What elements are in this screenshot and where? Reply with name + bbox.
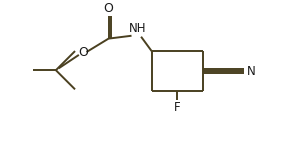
Text: O: O <box>78 46 88 59</box>
Text: O: O <box>104 2 114 15</box>
Text: NH: NH <box>128 22 146 35</box>
Text: N: N <box>247 65 256 78</box>
Text: F: F <box>174 101 181 114</box>
